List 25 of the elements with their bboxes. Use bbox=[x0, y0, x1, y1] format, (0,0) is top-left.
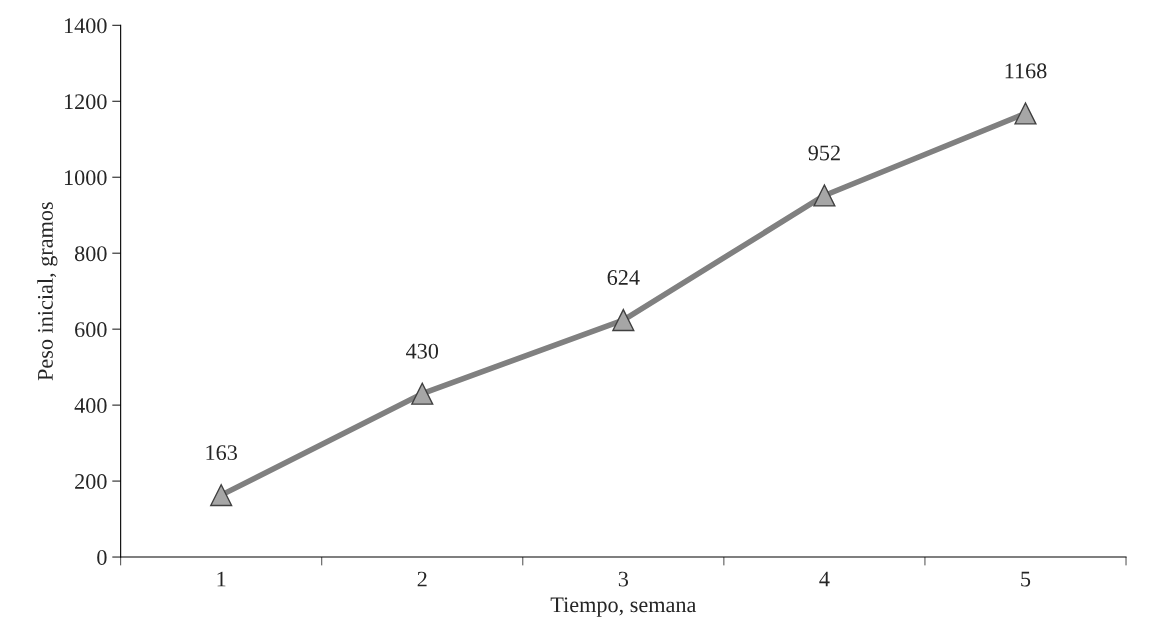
y-tick-label: 1400 bbox=[64, 18, 107, 34]
point bbox=[612, 308, 635, 332]
y-tick-label: 0 bbox=[97, 549, 107, 565]
x-tick-label: 5 bbox=[1021, 571, 1031, 587]
y-axis-title: Peso inicial, gramos bbox=[37, 202, 58, 381]
x-axis-title: Tiempo, semana bbox=[550, 597, 697, 617]
y-tick-label: 600 bbox=[75, 322, 107, 338]
y-tick-label: 200 bbox=[75, 474, 107, 490]
y-tick-label: 400 bbox=[74, 398, 107, 414]
y-tick-label: 1000 bbox=[64, 170, 107, 186]
data-label: 163 bbox=[206, 445, 237, 461]
data-label: 952 bbox=[808, 145, 840, 161]
y-tick-label: 1200 bbox=[64, 94, 107, 110]
x-tick-label: 3 bbox=[618, 571, 629, 587]
data-label: 1168 bbox=[1005, 63, 1047, 79]
data-label: 624 bbox=[607, 270, 640, 285]
data-label: 430 bbox=[406, 343, 439, 359]
point bbox=[813, 184, 836, 207]
point bbox=[210, 484, 233, 507]
point bbox=[1014, 102, 1037, 125]
x-tick-label: 4 bbox=[819, 571, 830, 587]
point bbox=[411, 382, 434, 405]
y-tick-label: 800 bbox=[74, 246, 107, 262]
x-tick-label: 2 bbox=[417, 571, 427, 587]
x-tick-label: 1 bbox=[217, 571, 226, 587]
